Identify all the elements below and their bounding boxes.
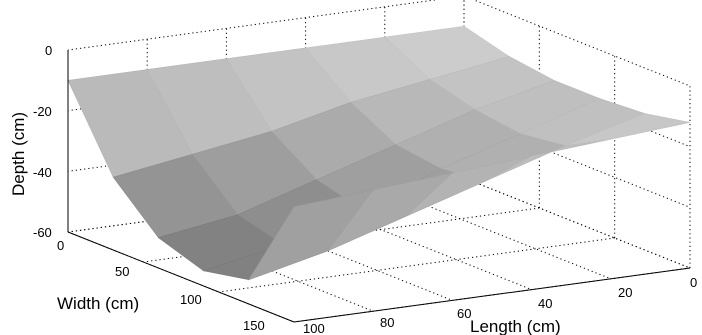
x-tick-label: 60 xyxy=(457,306,471,321)
z-axis-label: Depth (cm) xyxy=(9,112,28,196)
y-axis-label: Width (cm) xyxy=(57,294,139,313)
z-tick-label: -40 xyxy=(33,165,52,180)
floor-grid-line xyxy=(384,188,611,280)
z-tick-label: -20 xyxy=(33,104,52,119)
z-tick-label: -60 xyxy=(33,225,52,240)
y-tick-label: 150 xyxy=(243,318,265,333)
wall-grid-line xyxy=(472,0,691,87)
x-axis-label: Length (cm) xyxy=(470,317,561,335)
y-tick-label: 50 xyxy=(115,264,129,279)
y-axis-line xyxy=(67,231,295,323)
floor-grid-line xyxy=(147,220,374,312)
wall-grid-line xyxy=(463,116,691,208)
axes xyxy=(67,50,691,323)
x-tick-label: 40 xyxy=(538,296,552,311)
y-tick-label: 100 xyxy=(180,292,202,307)
y-tick-labels: 0 50 100 150 xyxy=(57,238,265,333)
x-tick-label: 20 xyxy=(618,285,632,300)
floor-grid-line xyxy=(305,199,532,291)
y-tick-label: 0 xyxy=(57,238,64,253)
x-tick-labels: 0 20 40 60 80 100 xyxy=(303,275,697,335)
z-tick-labels: 0 -20 -40 -60 xyxy=(33,43,52,240)
x-tick-label: 0 xyxy=(690,275,697,290)
wall-grid-line xyxy=(463,56,691,148)
surface-patch xyxy=(565,113,691,146)
x-tick-label: 100 xyxy=(303,321,325,335)
floor-grid-line xyxy=(226,209,453,301)
surface-mesh xyxy=(67,26,691,281)
wall-grid-line xyxy=(463,177,691,269)
x-tick-label: 80 xyxy=(380,315,394,330)
z-tick-label: 0 xyxy=(45,43,52,58)
x-axis-line xyxy=(293,267,691,323)
